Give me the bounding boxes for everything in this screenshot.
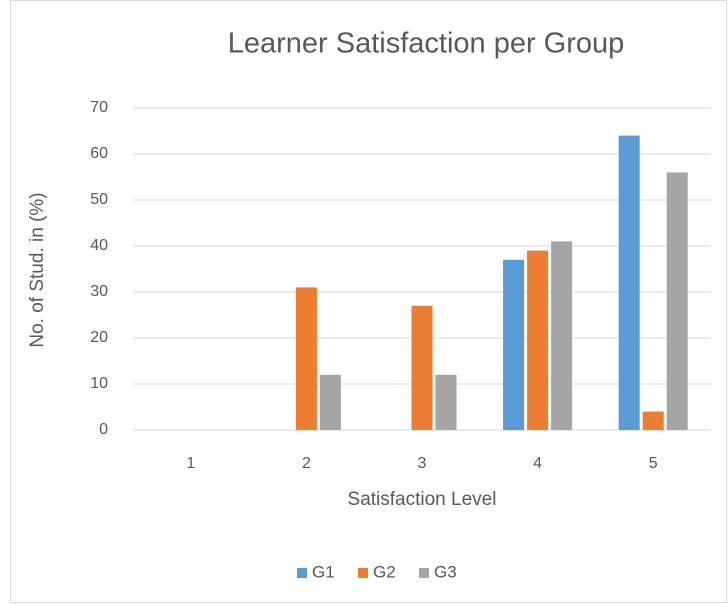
bar [411,305,433,430]
bar [642,411,664,430]
bar [666,172,688,430]
legend-swatch [297,568,307,578]
x-axis-title: Satisfaction Level [348,489,497,510]
y-tick-label: 20 [90,329,108,346]
legend-text: G3 [434,562,457,581]
bar [527,250,549,430]
chart-border [10,0,727,603]
bar [319,374,341,430]
bar [551,241,573,430]
x-tick-label: 4 [533,455,542,472]
x-tick-label: 3 [418,455,427,472]
y-tick-label: 10 [90,375,108,392]
bar [618,135,640,430]
y-tick-label: 0 [99,421,108,438]
legend-text: G1 [312,562,335,581]
y-tick-label: 50 [90,191,108,208]
bar [503,259,525,430]
bar [435,374,457,430]
x-tick-label: 2 [302,455,311,472]
y-tick-label: 40 [90,237,108,254]
y-tick-label: 30 [90,283,108,300]
legend-swatch [419,568,429,578]
legend-text: G2 [373,562,396,581]
y-axis-title: No. of Stud. in (%) [27,192,48,347]
x-tick-label: 5 [649,455,658,472]
y-tick-label: 70 [90,99,108,116]
bar [295,287,317,430]
y-tick-label: 60 [90,145,108,162]
chart-title: Learner Satisfaction per Group [228,28,625,60]
x-tick-label: 1 [186,455,195,472]
legend-swatch [358,568,368,578]
